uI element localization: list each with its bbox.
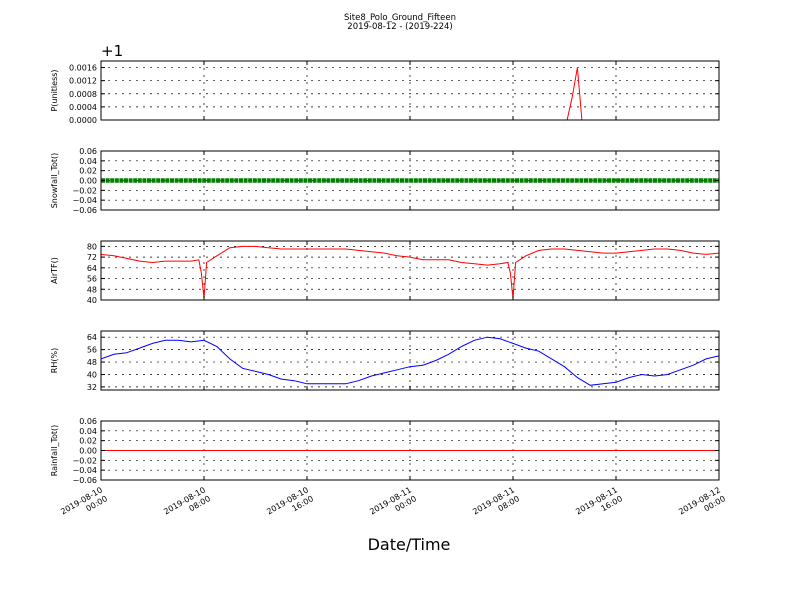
y-axis-label-3: AirTF() <box>50 257 59 284</box>
y-tick-label-1-4: 0.0012 <box>69 77 97 86</box>
y-tick-label-1-3: 0.0008 <box>69 90 97 99</box>
chart-title-line1: Site8_Polo_Ground_Fifteen <box>344 13 456 23</box>
y-tick-label-4-5: 64 <box>87 333 97 342</box>
y-tick-label-2-1: −0.06 <box>72 206 97 215</box>
offset-label-1: +1 <box>101 42 123 60</box>
y-axis-label-5: Rainfall_Tot() <box>50 425 59 477</box>
y-axis-label-2: Snowfall_Tot() <box>50 153 59 209</box>
y-tick-label-2-5: 0.02 <box>79 167 97 176</box>
y-tick-label-1-1: 0.0000 <box>69 116 97 125</box>
y-tick-label-5-7: 0.06 <box>79 417 97 426</box>
chart-title-line2: 2019-08-12 - (2019-224) <box>347 22 452 32</box>
y-tick-label-5-3: −0.02 <box>72 456 97 465</box>
series-line-3-1 <box>101 245 719 299</box>
series-line-1-1 <box>101 67 719 120</box>
y-tick-label-2-7: 0.06 <box>79 147 97 156</box>
y-tick-label-5-1: −0.06 <box>72 476 97 485</box>
panel-1: 0.0000 0.0004 0.0008 0.0012 0.0016 P(unitless… <box>50 42 720 125</box>
y-tick-label-2-3: −0.02 <box>72 186 97 195</box>
y-tick-label-1-5: 0.0016 <box>69 64 97 73</box>
y-tick-label-4-1: 32 <box>87 383 97 392</box>
panel-2: −0.06−0.04−0.020.000.020.040.06 Snowfall_… <box>50 147 720 215</box>
y-tick-label-5-2: −0.04 <box>72 466 97 475</box>
y-tick-label-2-6: 0.04 <box>79 157 97 166</box>
y-tick-label-5-4: 0.00 <box>79 447 97 456</box>
y-tick-label-3-5: 72 <box>87 253 97 262</box>
y-tick-label-2-2: −0.04 <box>72 196 97 205</box>
x-axis-label: Date/Time <box>368 535 451 554</box>
panel-5: −0.06−0.04−0.020.000.020.040.06 Rainfall_… <box>50 417 720 485</box>
panel-4: 32 40 48 56 64 RH(%) <box>50 330 720 392</box>
y-tick-label-4-2: 40 <box>87 370 97 379</box>
y-tick-label-2-4: 0.00 <box>79 177 97 186</box>
panels: 0.0000 0.0004 0.0008 0.0012 0.0016 P(unitless… <box>50 42 720 485</box>
y-tick-label-4-3: 48 <box>87 358 97 367</box>
y-axis-label-4: RH(%) <box>50 348 59 373</box>
y-tick-label-3-3: 56 <box>87 275 97 284</box>
y-axis-label-1: P(unitless) <box>50 69 59 111</box>
y-tick-label-4-4: 56 <box>87 346 97 355</box>
series-line-4-1 <box>101 336 719 386</box>
y-tick-label-3-4: 64 <box>87 264 97 273</box>
y-tick-label-5-5: 0.02 <box>79 437 97 446</box>
y-tick-label-3-2: 48 <box>87 285 97 294</box>
y-tick-label-1-2: 0.0004 <box>69 103 97 112</box>
y-tick-label-5-6: 0.04 <box>79 427 97 436</box>
y-tick-label-3-6: 80 <box>87 242 97 251</box>
y-tick-label-3-1: 40 <box>87 296 97 305</box>
